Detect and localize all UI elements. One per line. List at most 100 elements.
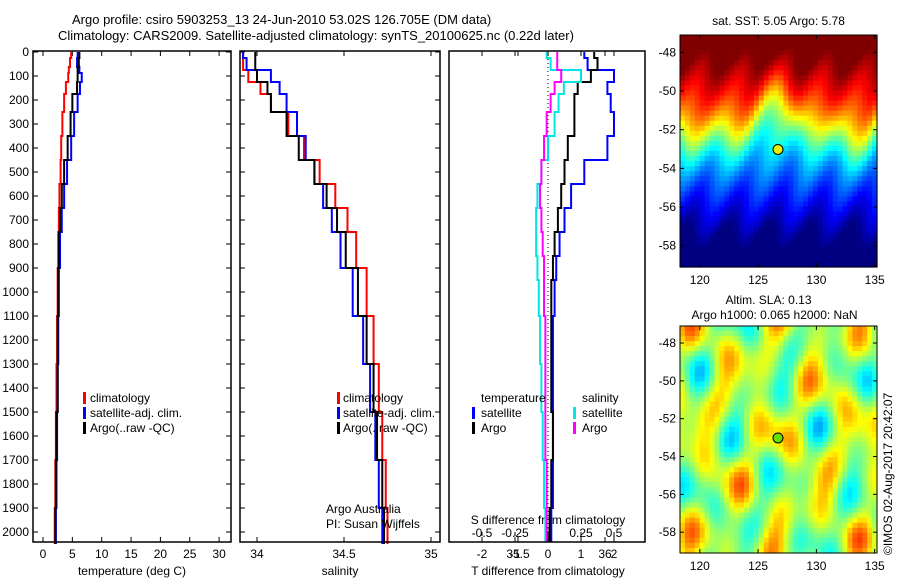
- map-cell: [739, 75, 745, 81]
- map-cell: [842, 416, 849, 423]
- map-cell: [714, 105, 720, 112]
- map-cell: [680, 336, 686, 342]
- map-cell: [847, 216, 853, 223]
- map-cell: [709, 70, 716, 76]
- map-cell: [714, 396, 720, 403]
- map-cell: [734, 236, 740, 243]
- map-cell: [704, 196, 711, 203]
- map-cell: [817, 426, 824, 433]
- map-cell: [729, 191, 735, 197]
- map-cell: [758, 336, 765, 342]
- map-cell: [793, 517, 799, 524]
- map-cell: [719, 386, 725, 393]
- map-cell: [739, 326, 745, 332]
- map-cell: [852, 366, 858, 372]
- map-cell: [684, 336, 691, 342]
- map-cell: [817, 512, 824, 519]
- map-cell: [748, 50, 755, 56]
- map-cell: [827, 156, 834, 162]
- map-cell: [857, 181, 863, 187]
- map-cell: [714, 477, 720, 483]
- map-cell: [867, 381, 873, 388]
- map-cell: [758, 60, 765, 66]
- map-cell: [857, 80, 863, 87]
- map-cell: [822, 105, 829, 112]
- map-cell: [753, 497, 760, 504]
- map-cell: [783, 231, 789, 238]
- map-cell: [773, 356, 780, 362]
- map-cell: [680, 246, 686, 253]
- map-cell: [788, 85, 794, 92]
- map-cell: [808, 396, 814, 403]
- map-cell: [744, 171, 750, 177]
- map-cell: [788, 532, 794, 539]
- map-cell: [847, 507, 853, 514]
- map-cell: [719, 40, 725, 46]
- map-cell: [788, 211, 794, 218]
- map-cell: [689, 140, 696, 147]
- map-cell: [798, 60, 804, 66]
- map-cell: [714, 171, 720, 177]
- map-cell: [773, 95, 780, 102]
- map-cell: [798, 115, 804, 122]
- map-cell: [822, 221, 829, 228]
- map-cell: [837, 166, 844, 172]
- map-cell: [714, 65, 720, 71]
- map-cell: [758, 472, 765, 478]
- map-cell: [783, 110, 789, 117]
- map-cell: [857, 507, 863, 514]
- map-cell: [837, 396, 844, 403]
- map-cell: [872, 186, 878, 192]
- map-cell: [852, 351, 858, 357]
- map-cell: [832, 241, 839, 248]
- map-cell: [763, 492, 770, 499]
- map-cell: [773, 35, 780, 41]
- depth-tick-label: 400: [9, 141, 29, 155]
- map-cell: [867, 341, 873, 347]
- map-cell: [803, 55, 809, 61]
- map-cell: [793, 221, 799, 228]
- map-cell: [773, 55, 780, 61]
- map-cell: [778, 65, 785, 71]
- map-cell: [842, 236, 849, 243]
- temperature-tick-label: 5: [69, 547, 76, 561]
- map-cell: [724, 211, 730, 218]
- map-cell: [778, 517, 785, 524]
- map-cell: [822, 115, 829, 122]
- map-cell: [768, 527, 775, 534]
- map-cell: [744, 181, 750, 187]
- map-cell: [857, 442, 863, 448]
- map-cell: [847, 40, 853, 46]
- map-cell: [872, 75, 878, 81]
- map-cell: [758, 326, 765, 332]
- map-cell: [872, 381, 878, 388]
- map-cell: [704, 512, 711, 519]
- temperature-axis-label: temperature (deg C): [78, 564, 186, 578]
- map-cell: [812, 105, 819, 112]
- map-cell: [862, 391, 868, 398]
- map-cell: [753, 447, 760, 453]
- map-cell: [852, 70, 858, 76]
- map-cell: [729, 462, 735, 468]
- map-cell: [739, 166, 745, 172]
- map-cell: [798, 421, 804, 428]
- map-cell: [798, 85, 804, 92]
- map-cell: [748, 492, 755, 499]
- legend-label: Argo: [582, 421, 608, 435]
- map-cell: [788, 356, 794, 362]
- map-cell: [817, 35, 824, 41]
- map-cell: [817, 256, 824, 263]
- map-cell: [832, 381, 839, 388]
- map-cell: [852, 406, 858, 413]
- map-cell: [857, 231, 863, 238]
- map-cell: [788, 45, 794, 51]
- map-cell: [817, 105, 824, 112]
- map-cell: [699, 70, 706, 76]
- map-cell: [709, 241, 716, 248]
- map-cell: [704, 351, 711, 357]
- map-cell: [748, 482, 755, 489]
- map-cell: [758, 65, 765, 71]
- map-cell: [724, 452, 730, 458]
- map-cell: [842, 166, 849, 172]
- map-cell: [689, 161, 696, 167]
